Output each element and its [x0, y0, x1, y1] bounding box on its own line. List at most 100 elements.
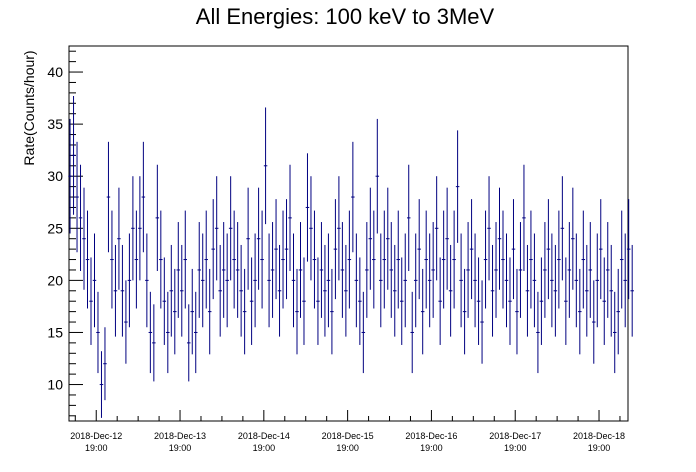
- data-point: [619, 210, 624, 309]
- data-point: [232, 210, 236, 309]
- data-point: [403, 233, 407, 328]
- data-point: [396, 210, 401, 309]
- data-point: [138, 176, 142, 281]
- data-point: [448, 244, 453, 337]
- data-point: [354, 233, 359, 328]
- data-point: [490, 244, 495, 337]
- y-tick-label: 30: [47, 168, 63, 184]
- data-point: [152, 304, 156, 382]
- data-point: [375, 118, 380, 234]
- data-point: [120, 244, 125, 337]
- data-point: [413, 233, 418, 328]
- x-axis: 2018-Dec-12 19:00 2018-Dec-13 19:00 2018-Dec…: [70, 410, 625, 453]
- data-point: [602, 257, 607, 345]
- data-point: [612, 291, 617, 374]
- data-point: [173, 268, 177, 355]
- y-tick-label: 15: [47, 324, 63, 340]
- data-point: [557, 210, 561, 309]
- data-point: [159, 210, 163, 309]
- data-point: [553, 244, 558, 337]
- data-point: [330, 268, 334, 355]
- data-point: [427, 233, 432, 328]
- data-point: [235, 222, 240, 318]
- data-point: [351, 141, 355, 253]
- data-point: [124, 280, 128, 364]
- data-point: [82, 187, 86, 290]
- data-point: [281, 210, 285, 309]
- data-point: [134, 210, 139, 309]
- data-point: [494, 222, 498, 318]
- data-point: [218, 244, 222, 337]
- data-point: [291, 233, 296, 328]
- data-point: [96, 291, 100, 374]
- data-point: [155, 164, 160, 271]
- data-point: [162, 257, 167, 345]
- data-point: [452, 210, 456, 309]
- data-point: [630, 244, 634, 337]
- data-point: [260, 210, 264, 309]
- data-point: [466, 222, 470, 318]
- data-point: [180, 244, 184, 337]
- data-point: [560, 176, 565, 281]
- data-point: [393, 244, 397, 337]
- data-point: [242, 268, 247, 355]
- data-point: [207, 268, 212, 355]
- data-point: [571, 187, 575, 290]
- data-point: [420, 268, 425, 355]
- data-point: [564, 257, 568, 345]
- data-point: [263, 107, 268, 225]
- data-point: [89, 257, 93, 345]
- data-point: [78, 164, 83, 271]
- data-point: [312, 210, 317, 309]
- data-point: [305, 153, 310, 262]
- data-point: [169, 244, 174, 337]
- data-point: [106, 141, 111, 253]
- chart-title: All Energies: 100 keV to 3MeV: [196, 4, 495, 29]
- data-point: [595, 233, 600, 328]
- x-tick-label-time: 19:00: [504, 443, 527, 453]
- data-point: [599, 199, 603, 300]
- data-series: [68, 96, 634, 418]
- data-point: [190, 268, 194, 355]
- data-point: [358, 257, 362, 345]
- data-point: [131, 176, 135, 281]
- data-point: [148, 291, 153, 374]
- data-point: [333, 199, 338, 300]
- data-point: [455, 130, 460, 243]
- y-tick-label: 40: [47, 64, 63, 80]
- data-point: [326, 233, 331, 328]
- data-point: [284, 199, 289, 300]
- data-point: [382, 210, 387, 309]
- x-tick-label-date: 2018-Dec-12: [70, 431, 122, 441]
- data-point: [319, 222, 324, 318]
- data-point: [417, 199, 421, 300]
- x-tick-label-time: 19:00: [169, 443, 192, 453]
- data-point: [298, 222, 303, 318]
- data-point: [476, 257, 481, 345]
- data-point: [214, 176, 219, 281]
- x-tick-label-time: 19:00: [336, 443, 359, 453]
- data-point: [71, 96, 76, 215]
- data-point: [609, 244, 613, 337]
- x-tick-label-time: 19:00: [588, 443, 611, 453]
- data-point: [441, 210, 446, 309]
- data-point: [606, 222, 610, 318]
- data-point: [592, 280, 596, 364]
- data-point: [187, 304, 191, 382]
- data-point: [623, 233, 627, 328]
- data-point: [459, 233, 463, 328]
- data-point: [518, 222, 523, 318]
- data-point: [270, 222, 275, 318]
- data-point: [501, 210, 505, 309]
- y-tick-label: 25: [47, 220, 63, 236]
- data-point: [508, 257, 512, 345]
- data-point: [193, 291, 198, 374]
- data-point: [389, 222, 394, 318]
- data-point: [536, 291, 540, 374]
- x-tick-label-date: 2018-Dec-18: [573, 431, 625, 441]
- data-point: [337, 176, 341, 281]
- x-tick-label-time: 19:00: [253, 443, 276, 453]
- data-point: [274, 199, 278, 300]
- y-axis-label: Rate(Counts/hour): [21, 50, 37, 165]
- data-point: [473, 233, 477, 328]
